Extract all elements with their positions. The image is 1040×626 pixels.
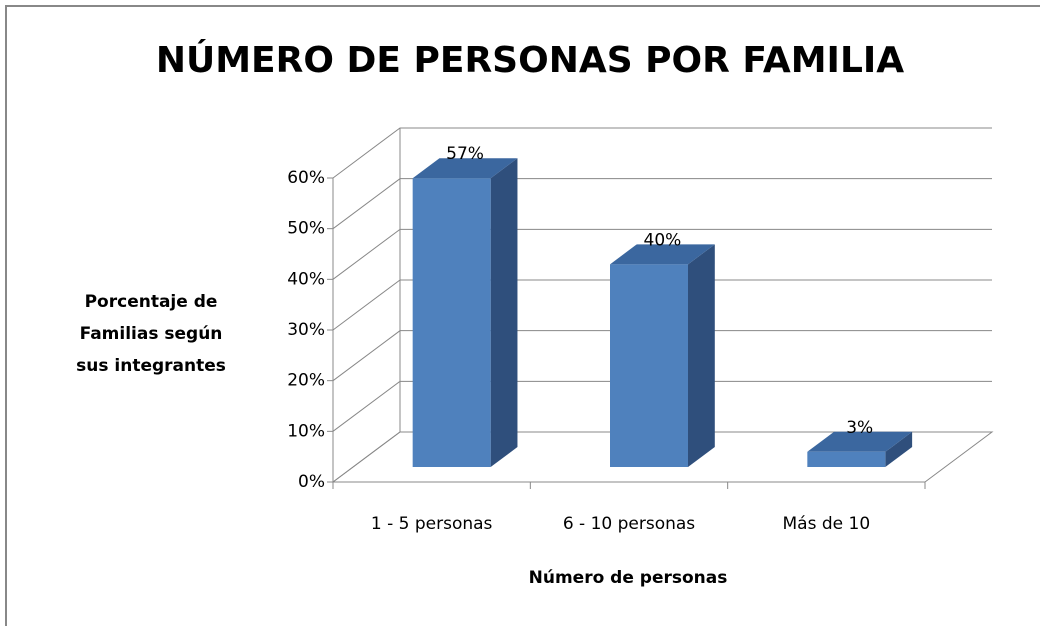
grid-line bbox=[332, 127, 992, 179]
grid-line bbox=[332, 330, 992, 382]
y-tick-label: 30% bbox=[287, 320, 325, 340]
x-tick-label: 6 - 10 personas bbox=[563, 514, 695, 534]
bar bbox=[610, 244, 715, 467]
bar-front bbox=[807, 451, 886, 467]
grid-line bbox=[332, 178, 992, 230]
grid-line bbox=[332, 380, 992, 432]
bar-front bbox=[412, 178, 491, 467]
y-tick-label: 10% bbox=[287, 421, 325, 441]
data-label: 3% bbox=[846, 418, 873, 438]
grid-line bbox=[332, 279, 992, 331]
x-tick-label: 1 - 5 personas bbox=[371, 514, 493, 534]
y-tick-label: 60% bbox=[287, 168, 325, 188]
bar-top bbox=[807, 431, 913, 452]
chart-title: NÚMERO DE PERSONAS POR FAMILIA bbox=[156, 39, 904, 81]
y-tick-label: 0% bbox=[298, 472, 325, 492]
data-label: 40% bbox=[644, 230, 682, 250]
bar-side bbox=[885, 431, 913, 467]
y-axis-label: Porcentaje de Familias según sus integra… bbox=[76, 292, 226, 376]
x-axis-label: Número de personas bbox=[529, 568, 728, 588]
grid-line bbox=[332, 228, 992, 280]
bar-top bbox=[610, 244, 715, 265]
bar-side bbox=[688, 244, 715, 467]
y-tick-label: 40% bbox=[287, 269, 325, 289]
chart-border bbox=[5, 5, 1040, 626]
bar-side bbox=[490, 158, 518, 467]
bar bbox=[412, 158, 518, 467]
bar bbox=[807, 431, 913, 467]
bar-front bbox=[610, 264, 688, 467]
y-tick-label: 20% bbox=[287, 371, 325, 391]
x-tick-label: Más de 10 bbox=[783, 514, 871, 534]
y-tick-label: 50% bbox=[287, 219, 325, 239]
bar-top bbox=[412, 158, 518, 179]
data-label: 57% bbox=[446, 144, 484, 164]
grid-line bbox=[332, 431, 992, 483]
